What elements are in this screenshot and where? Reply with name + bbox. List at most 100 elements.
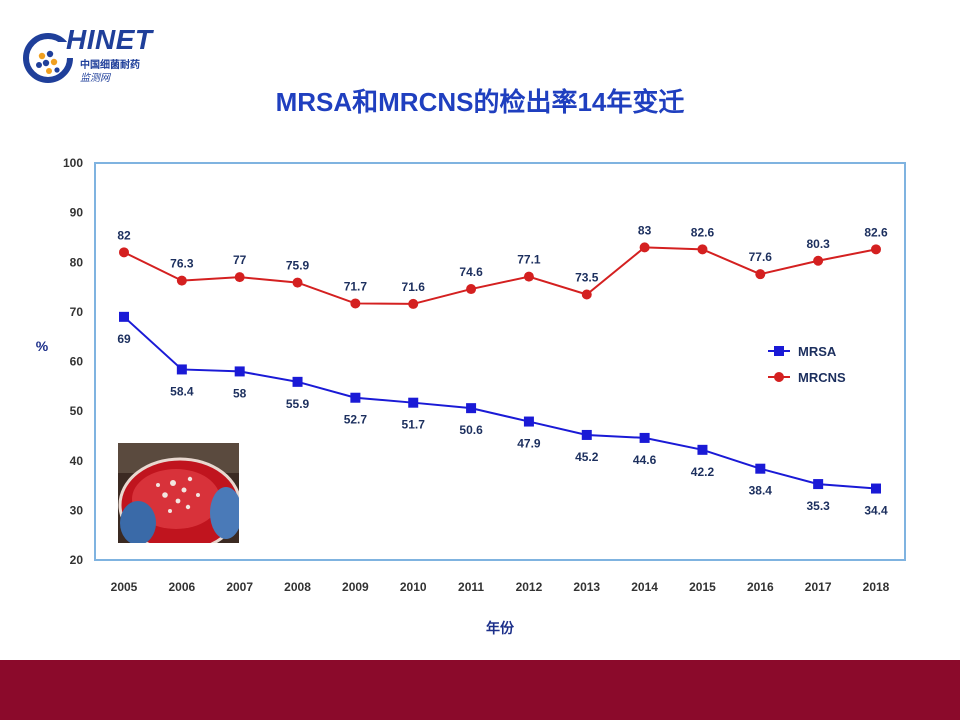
mrsa-data-label: 42.2 [691, 465, 715, 479]
mrsa-data-label: 50.6 [459, 423, 483, 437]
mrsa-point [581, 429, 592, 440]
mrcns-data-label: 73.5 [575, 271, 599, 285]
mrcns-legend-label: MRCNS [798, 370, 846, 385]
mrcns-data-label: 82.6 [691, 225, 715, 239]
x-tick-label: 2016 [747, 580, 774, 594]
x-tick-label: 2015 [689, 580, 716, 594]
mrcns-data-label: 83 [638, 223, 652, 237]
mrsa-point [523, 416, 534, 427]
hinet-logo: HINET 中国细菌耐药 监测网 [22, 24, 162, 96]
mrsa-point [234, 366, 245, 377]
y-tick-label: 40 [70, 454, 84, 468]
petri-dish-photo [118, 443, 239, 543]
logo-subtitle-line1: 中国细菌耐药 [80, 60, 140, 71]
logo-brand-text: HINET [66, 24, 153, 55]
mrsa-point [697, 444, 708, 455]
mrsa-data-label: 34.4 [864, 504, 888, 518]
mrsa-legend-marker [774, 346, 784, 356]
mrcns-data-label: 75.9 [286, 259, 310, 273]
x-tick-label: 2011 [458, 580, 484, 594]
petri-dish-image [118, 443, 239, 543]
mrcns-series-line [123, 246, 877, 305]
mrsa-data-label: 58.4 [170, 384, 194, 398]
mrcns-point [408, 298, 419, 309]
x-axis-label: 年份 [486, 620, 515, 636]
mrsa-point [292, 376, 303, 387]
x-tick-label: 2017 [805, 580, 832, 594]
mrsa-data-label: 47.9 [517, 437, 541, 451]
x-tick-label: 2006 [168, 580, 195, 594]
mrcns-point [119, 247, 129, 258]
x-tick-label: 2018 [863, 580, 890, 594]
y-tick-label: 50 [70, 404, 84, 418]
x-tick-label: 2005 [111, 580, 138, 594]
mrcns-data-label: 80.3 [806, 237, 830, 251]
x-tick-label: 2012 [516, 580, 543, 594]
y-tick-label: 60 [70, 355, 84, 369]
mrsa-data-label: 51.7 [402, 418, 426, 432]
mrcns-data-label: 71.7 [344, 279, 368, 293]
mrcns-point [176, 275, 187, 286]
y-tick-label: 100 [63, 156, 83, 170]
chart-legend: MRSA MRCNS [768, 344, 846, 385]
hinet-logo-icon [23, 33, 78, 83]
mrsa-point [755, 463, 766, 474]
mrsa-point [466, 403, 477, 414]
mrsa-point [408, 397, 419, 408]
mrsa-data-label: 35.3 [806, 499, 830, 513]
y-tick-label: 80 [70, 255, 84, 269]
mrcns-point [697, 244, 708, 255]
mrcns-data-label: 74.6 [459, 265, 483, 279]
mrsa-point [176, 364, 187, 375]
mrsa-point [119, 311, 129, 322]
series-layer [119, 242, 881, 494]
mrcns-point [350, 298, 361, 309]
footer-band [0, 660, 960, 720]
mrsa-data-label: 69 [117, 332, 131, 346]
x-tick-label: 2008 [284, 580, 311, 594]
mrcns-point [755, 269, 766, 280]
mrcns-point [466, 284, 477, 295]
mrcns-point [234, 272, 245, 283]
mrcns-data-label: 77 [233, 253, 247, 267]
mrcns-point [639, 242, 650, 253]
mrcns-point [813, 255, 824, 266]
y-axis-ticks: 20 30 40 50 60 70 80 90 100 [63, 156, 83, 567]
mrcns-point [581, 289, 592, 300]
y-tick-label: 30 [70, 503, 84, 517]
data-labels-layer: 69 58.4 58 55.9 52.7 51.7 50.6 47.9 45.2 44.6 42.2… [117, 223, 888, 517]
mrcns-data-label: 82 [117, 228, 131, 242]
mrcns-data-label: 76.3 [170, 257, 194, 271]
x-tick-label: 2009 [342, 580, 369, 594]
mrsa-series-line [123, 316, 877, 490]
y-tick-label: 70 [70, 305, 84, 319]
mrsa-data-label: 38.4 [749, 484, 773, 498]
mrsa-data-label: 44.6 [633, 453, 657, 467]
mrsa-data-label: 58 [233, 386, 247, 400]
mrcns-point [871, 244, 881, 255]
logo-subtitle-line2: 监测网 [80, 73, 110, 84]
mrsa-point [639, 432, 650, 443]
x-tick-label: 2010 [400, 580, 427, 594]
mrcns-point [523, 271, 534, 282]
mrsa-point [350, 392, 361, 403]
mrcns-legend-marker [774, 372, 784, 382]
x-tick-label: 2014 [631, 580, 658, 594]
y-tick-label: 20 [70, 553, 84, 567]
mrsa-legend-label: MRSA [798, 344, 837, 359]
plot-frame [94, 162, 906, 561]
mrcns-point [292, 277, 303, 288]
mrsa-data-label: 45.2 [575, 450, 599, 464]
slide-title: MRSA和MRCNS的检出率14年变迁 [275, 87, 685, 117]
x-axis-ticks: 2005 2006 2007 2008 2009 2010 2011 2012 2013 2014… [111, 580, 890, 594]
x-tick-label: 2013 [573, 580, 600, 594]
mrcns-data-label: 82.6 [864, 225, 888, 239]
mrsa-data-label: 52.7 [344, 413, 368, 427]
mrcns-data-label: 77.1 [517, 253, 541, 267]
x-tick-label: 2007 [226, 580, 253, 594]
mrsa-point [813, 479, 824, 490]
mrsa-point [871, 483, 881, 494]
y-tick-label: 90 [70, 206, 84, 220]
